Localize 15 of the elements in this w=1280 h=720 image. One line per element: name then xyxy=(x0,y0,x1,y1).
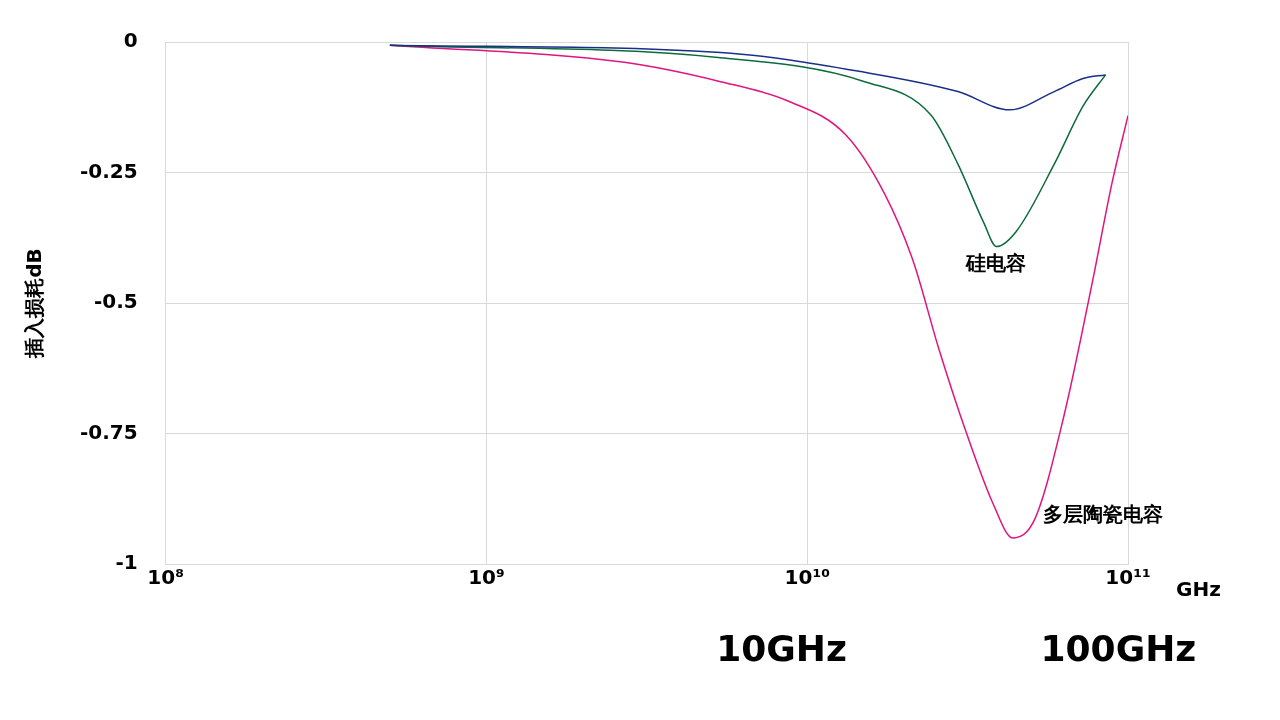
y-tick-label: -0.5 xyxy=(93,289,138,314)
annotation: 多层陶瓷电容 xyxy=(1042,502,1163,527)
y-tick-label: 0 xyxy=(123,28,138,53)
x-tick-label: 10⁹ xyxy=(468,565,505,590)
x-tick-label: 10¹¹ xyxy=(1105,565,1151,590)
y-tick-label: -0.25 xyxy=(79,158,138,183)
text: 100GHz xyxy=(1040,628,1197,670)
x-axis-title: GHz xyxy=(1176,577,1221,602)
x-tick-label: 10⁸ xyxy=(147,565,184,590)
y-axis-title: 插入损耗dB xyxy=(22,248,47,359)
text: 10GHz xyxy=(716,628,847,670)
annotation: 硅电容 xyxy=(965,250,1027,275)
y-tick-label: -0.75 xyxy=(79,419,138,444)
x-tick-label: 10¹⁰ xyxy=(784,565,830,590)
y-tick-label: -1 xyxy=(115,550,138,575)
